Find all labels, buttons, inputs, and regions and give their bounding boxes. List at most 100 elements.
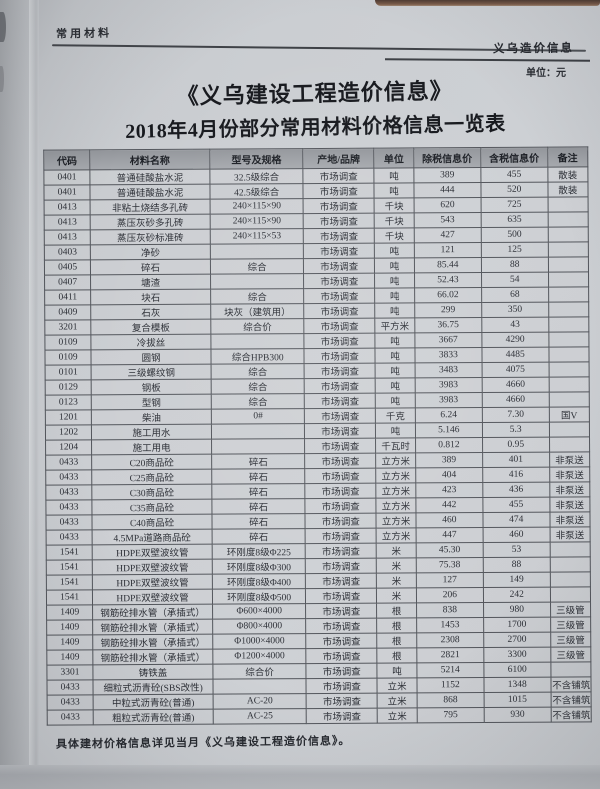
cell-origin-brand: 市场调查 [305,543,377,559]
cell-unit: 立方米 [376,527,417,544]
column-header-remark: 备注 [547,146,588,168]
cell-remark [549,556,591,573]
cell-price-inc-tax: 43 [481,317,549,333]
cell-spec: 环刚度8级Φ300 [212,558,306,575]
book-cover-strip [375,0,600,6]
cell-unit: 吨 [375,362,416,379]
cell-price-ex-tax: 5214 [416,662,484,678]
cell-origin-brand: 市场调查 [305,498,377,514]
cell-material-name: 钢筋砼排水管（承插式） [92,604,213,620]
cell-origin-brand: 市场调查 [305,468,376,484]
cell-price-ex-tax: 5.146 [415,422,483,438]
cell-unit: 根 [376,617,417,634]
cell-remark [547,226,589,243]
cell-spec: 综合 [210,363,305,380]
cell-remark [548,301,589,318]
cell-remark [547,196,589,213]
cell-unit: 吨 [375,332,415,349]
cell-price-inc-tax: 88 [483,557,551,573]
cell-price-ex-tax: 427 [414,227,482,243]
cell-price-inc-tax: 4075 [481,362,549,378]
cell-remark [548,391,590,408]
cell-material-name: 钢板 [91,379,212,395]
cell-code: 0433 [47,694,94,711]
cell-material-name: 施工用水 [91,424,212,440]
footer-note: 具体建材价格信息详见当月《义乌建设工程造价信息》。 [55,735,351,751]
cell-code: 3201 [44,319,92,336]
cell-unit: 吨 [375,347,415,364]
cell-spec: 240×115×53 [210,228,304,245]
cell-code: 0413 [44,229,91,246]
cell-material-name: 铸铁盖 [93,664,213,680]
cell-material-name: 蒸压灰砂多孔砖 [90,214,211,230]
cell-price-ex-tax: 620 [413,197,481,213]
cell-price-ex-tax: 75.38 [416,557,484,573]
cell-material-name: 柴油 [91,409,212,425]
cell-unit: 根 [376,602,417,619]
cell-price-inc-tax: 7.30 [482,407,550,423]
cell-spec [210,243,304,260]
cell-code: 1541 [46,559,93,576]
cell-origin-brand: 市场调查 [306,633,377,649]
cell-price-inc-tax: 4290 [481,332,549,348]
cell-price-ex-tax: 3833 [414,347,482,363]
cell-remark [548,331,589,348]
cell-price-ex-tax: 206 [416,587,484,603]
cell-origin-brand: 市场调查 [305,483,377,499]
cell-unit: 千克 [375,407,416,424]
unit-note: 单位：元 [526,68,566,79]
cell-remark [548,271,589,288]
cell-price-inc-tax: 1700 [483,617,551,633]
cell-unit: 吨 [375,422,416,439]
cell-unit: 米 [376,587,417,604]
cell-price-inc-tax: 436 [482,482,550,498]
table-row: 0433 粗粒式沥青砼(普通) AC-25 市场调查 立米 795 930 不含铺筑 [47,706,592,726]
cell-remark: 散装 [547,166,588,183]
cell-price-ex-tax: 299 [414,302,482,318]
cell-code: 0433 [45,484,93,501]
cell-spec: 碎石 [211,468,306,485]
cell-spec: Φ800×4000 [212,618,307,635]
cell-price-inc-tax: 500 [481,227,549,243]
cell-origin-brand: 市场调查 [304,363,376,379]
cell-origin-brand: 市场调查 [306,648,378,664]
cell-unit: 千瓦时 [375,437,416,454]
cell-origin-brand: 市场调查 [306,663,378,679]
cell-price-inc-tax: 401 [482,452,550,468]
cell-material-name: 蒸压灰砂标准砖 [90,229,211,245]
cell-price-ex-tax: 868 [416,692,484,708]
cell-price-ex-tax: 444 [413,182,481,198]
cell-origin-brand: 市场调查 [303,228,375,244]
cell-spec [212,678,307,695]
cell-code: 0123 [45,394,92,411]
column-header-material-name: 材料名称 [89,149,210,170]
cell-unit: 吨 [374,257,415,274]
cell-origin-brand: 市场调查 [303,258,375,274]
cell-material-name: 圆钢 [91,349,211,365]
cell-remark: 非泵送 [549,451,590,468]
cell-code: 1541 [46,544,93,561]
cell-origin-brand: 市场调查 [304,378,376,394]
cell-code: 0405 [44,259,91,276]
cell-material-name: 普通硅酸盐水泥 [90,184,210,200]
cell-spec: 碎石 [211,528,306,545]
cell-material-name: 三级螺纹钢 [91,364,212,380]
cell-origin-brand: 市场调查 [305,513,377,529]
cell-origin-brand: 市场调查 [304,438,376,454]
cell-price-inc-tax: 53 [482,542,550,558]
cell-origin-brand: 市场调查 [304,393,376,409]
price-table-wrap: 代码 材料名称 型号及规格 产地/品牌 单位 除税信息价 含税信息价 备注 0401 普通硅酸盐… [43,146,592,726]
cell-spec: Φ1000×4000 [212,633,307,650]
cell-code: 0409 [44,304,92,321]
cell-spec: Φ1200×4000 [212,648,307,665]
cell-remark: 非泵送 [549,466,590,483]
cell-spec: 42.5级综合 [209,183,304,200]
cell-material-name: 钢筋砼排水管（承插式） [92,619,213,635]
cell-code: 1409 [46,604,93,621]
cell-price-ex-tax: 460 [415,512,483,528]
cell-remark [549,421,590,438]
cell-price-inc-tax: 242 [483,587,551,603]
cell-spec: 综合HPB300 [210,348,305,365]
cell-price-inc-tax: 725 [480,197,548,213]
cell-spec [211,423,305,440]
